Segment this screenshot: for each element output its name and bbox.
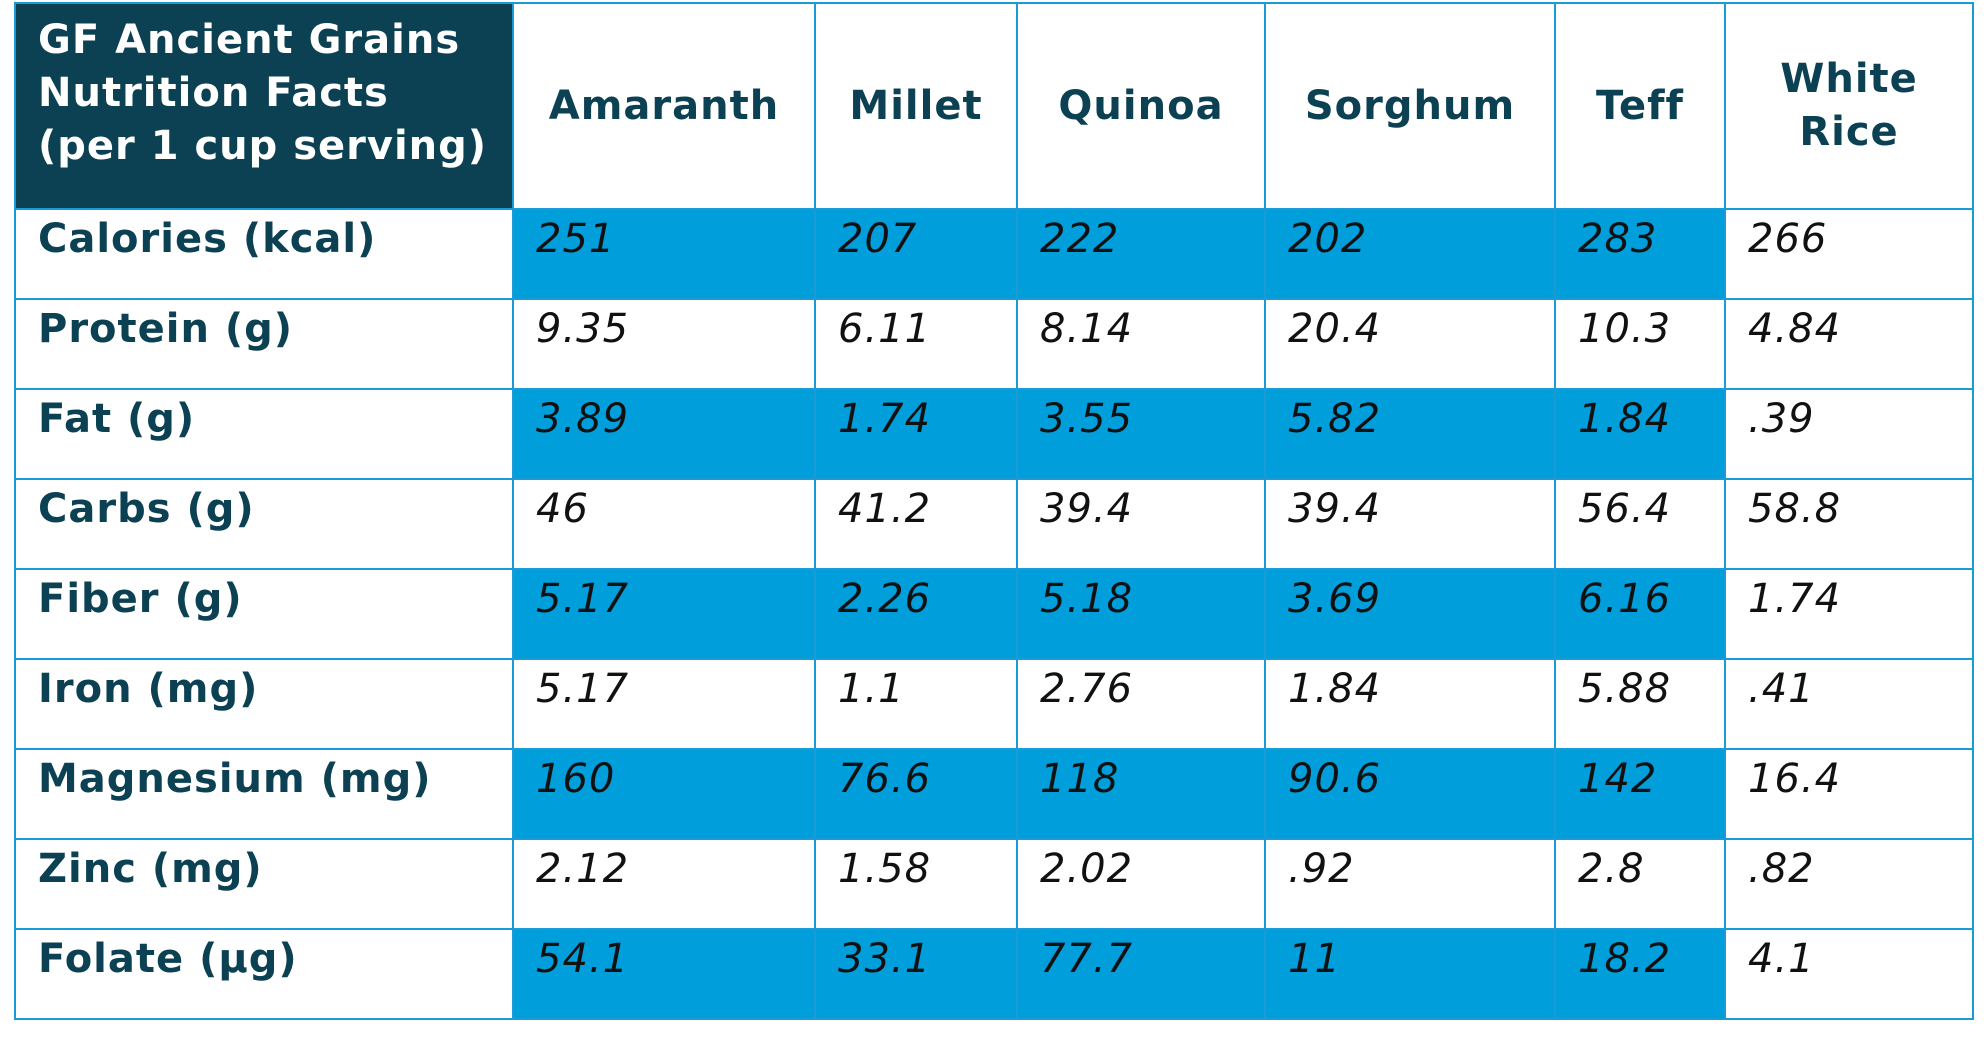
column-header-label: Millet (849, 82, 983, 129)
table-cell: 160 (512, 748, 816, 840)
table-title-line: GF Ancient Grains (38, 17, 461, 63)
table-cell: 2.26 (814, 568, 1018, 660)
table-row: Fiber (g) 5.17 2.26 5.18 3.69 6.16 1.74 (14, 568, 1974, 660)
table-cell: 251 (512, 208, 816, 300)
table-row: Calories (kcal) 251 207 222 202 283 266 (14, 208, 1974, 300)
table-row: Magnesium (mg) 160 76.6 118 90.6 142 16.4 (14, 748, 1974, 840)
table-cell: 2.02 (1016, 838, 1266, 930)
header-row: GF Ancient Grains Nutrition Facts (per 1 c… (14, 2, 1974, 210)
table-cell: 2.12 (512, 838, 816, 930)
table-cell: 46 (512, 478, 816, 570)
table-cell: 5.18 (1016, 568, 1266, 660)
table-row: Carbs (g) 46 41.2 39.4 39.4 56.4 58.8 (14, 478, 1974, 570)
table-cell: 6.11 (814, 298, 1018, 390)
row-label: Zinc (mg) (14, 838, 514, 930)
column-header-label: Sorghum (1304, 82, 1516, 129)
column-header-label: Amaranth (548, 82, 780, 129)
table-cell: 18.2 (1554, 928, 1726, 1020)
table-cell: 2.8 (1554, 838, 1726, 930)
row-label: Magnesium (mg) (14, 748, 514, 840)
column-header-quinoa: Quinoa (1016, 2, 1266, 210)
table-row: Fat (g) 3.89 1.74 3.55 5.82 1.84.39 (14, 388, 1974, 480)
table-cell: 77.7 (1016, 928, 1266, 1020)
table-cell: 54.1 (512, 928, 816, 1020)
table-cell: 3.69 (1264, 568, 1556, 660)
table-cell: 4.84 (1724, 298, 1974, 390)
table-cell: 207 (814, 208, 1018, 300)
row-label: Carbs (g) (14, 478, 514, 570)
table-body: Calories (kcal) 251 207 222 202 283 266 Protein… (14, 208, 1974, 1020)
table-cell: 5.17 (512, 658, 816, 750)
table-cell: 1.74 (1724, 568, 1974, 660)
table-cell: 142 (1554, 748, 1726, 840)
table-row: Folate (µg) 54.1 33.1 77.7 11 18.2 4.1 (14, 928, 1974, 1020)
row-label: Protein (g) (14, 298, 514, 390)
row-label: Fat (g) (14, 388, 514, 480)
table-cell: 5.88 (1554, 658, 1726, 750)
column-header-label: Quinoa (1058, 82, 1224, 129)
table-cell: 4.1 (1724, 928, 1974, 1020)
table-cell: 20.4 (1264, 298, 1556, 390)
row-label: Folate (µg) (14, 928, 514, 1020)
table-cell: 39.4 (1264, 478, 1556, 570)
table-title: GF Ancient Grains Nutrition Facts (per 1 c… (14, 2, 514, 210)
column-header-millet: Millet (814, 2, 1018, 210)
table-cell: 1.58 (814, 838, 1018, 930)
table-cell: 16.4 (1724, 748, 1974, 840)
table-cell: .82 (1724, 838, 1974, 930)
table-cell: 1.84 (1554, 388, 1726, 480)
row-label: Iron (mg) (14, 658, 514, 750)
table-row: Protein (g) 9.35 6.11 8.14 20.4 10.3 4.84 (14, 298, 1974, 390)
table-cell: 1.84 (1264, 658, 1556, 750)
column-header-teff: Teff (1554, 2, 1726, 210)
row-label: Calories (kcal) (14, 208, 514, 300)
table-cell: 3.89 (512, 388, 816, 480)
table-cell: 56.4 (1554, 478, 1726, 570)
table-cell: 3.55 (1016, 388, 1266, 480)
column-header-label: Rice (1799, 109, 1899, 155)
table-cell: 5.17 (512, 568, 816, 660)
table-cell: 90.6 (1264, 748, 1556, 840)
table-cell: 76.6 (814, 748, 1018, 840)
table-cell: 202 (1264, 208, 1556, 300)
column-header-label: Teff (1596, 82, 1684, 129)
table-cell: 118 (1016, 748, 1266, 840)
table-cell: 1.1 (814, 658, 1018, 750)
table-cell: 10.3 (1554, 298, 1726, 390)
table-cell: 33.1 (814, 928, 1018, 1020)
table-row: Iron (mg) 5.17 1.1 2.76 1.84 5.88.41 (14, 658, 1974, 750)
table-cell: 8.14 (1016, 298, 1266, 390)
table-cell: 9.35 (512, 298, 816, 390)
column-header-white-rice: White Rice (1724, 2, 1974, 210)
row-label: Fiber (g) (14, 568, 514, 660)
table-cell: 58.8 (1724, 478, 1974, 570)
column-header-sorghum: Sorghum (1264, 2, 1556, 210)
table-cell: 266 (1724, 208, 1974, 300)
table-cell: .92 (1264, 838, 1556, 930)
table-row: Zinc (mg) 2.12 1.58 2.02.92 2.8.82 (14, 838, 1974, 930)
column-header-amaranth: Amaranth (512, 2, 816, 210)
table-cell: 6.16 (1554, 568, 1726, 660)
nutrition-table: GF Ancient Grains Nutrition Facts (per 1 c… (14, 2, 1974, 1020)
table-cell: 1.74 (814, 388, 1018, 480)
table-cell: 39.4 (1016, 478, 1266, 570)
table-cell: .39 (1724, 388, 1974, 480)
table-cell: 222 (1016, 208, 1266, 300)
column-header-label: White (1780, 56, 1918, 102)
table-cell: .41 (1724, 658, 1974, 750)
table-cell: 41.2 (814, 478, 1018, 570)
table-cell: 5.82 (1264, 388, 1556, 480)
table-cell: 283 (1554, 208, 1726, 300)
table-title-line: Nutrition Facts (38, 70, 389, 116)
table-cell: 2.76 (1016, 658, 1266, 750)
table-cell: 11 (1264, 928, 1556, 1020)
table-title-line: (per 1 cup serving) (38, 123, 488, 169)
